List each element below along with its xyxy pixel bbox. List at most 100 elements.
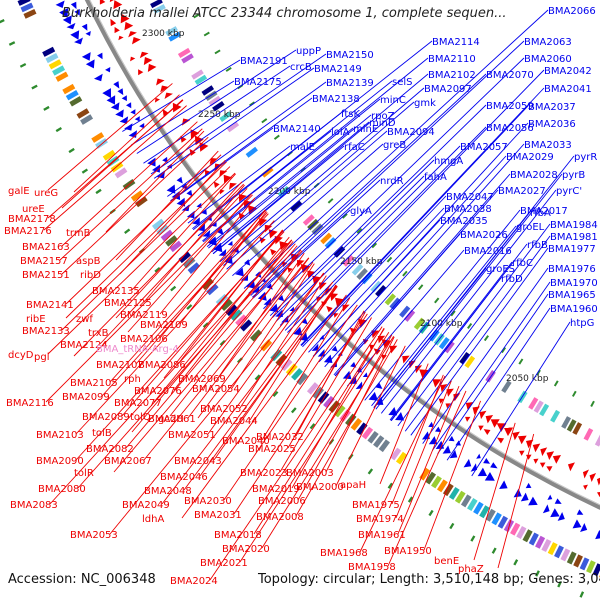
reverse-gene-arrow [270,248,277,256]
forward-gene-arrow [528,496,538,506]
reverse-gene-label: BMA2157 [20,256,68,267]
forward-label-connector [333,173,511,376]
forward-gene-label: greB [383,140,406,151]
reverse-gene-arrow [446,388,454,397]
reverse-gene-label: dcyD [8,350,34,361]
forward-label-connector [212,145,345,255]
category-block-outer [473,501,484,515]
forward-gene-arrow [85,59,95,69]
reverse-gene-arrow [113,0,123,10]
reverse-label-connector [131,173,236,291]
reverse-label-connector [45,194,253,403]
category-block-outer [554,545,564,559]
reverse-label-connector [161,281,334,505]
scale-tick-mark [491,547,497,554]
reverse-gene-label: BMA2030 [184,496,232,507]
scale-tick-mark [249,101,256,107]
reverse-gene-arrow [525,454,532,460]
forward-gene-arrow [550,508,560,518]
reverse-label-connector [199,286,338,477]
forward-gene-arrow [147,157,156,167]
forward-label-connector [346,249,465,387]
scale-tick-mark [186,304,193,310]
reverse-label-connector [47,83,173,191]
category-block-outer [361,426,374,440]
reverse-gene-arrow [223,174,233,184]
scale-tick-mark [55,127,62,133]
reverse-label-connector [253,328,385,535]
forward-gene-label: BMA2138 [312,94,360,105]
scale-tick-mark [571,390,577,397]
reverse-gene-label: BMA1961 [358,530,406,541]
category-block-inner [501,380,512,394]
scale-tick-mark [219,339,226,346]
scale-tick-mark [341,213,348,219]
reverse-label-connector [473,422,516,561]
forward-gene-arrow [74,37,83,45]
category-block-inner [219,111,232,122]
category-block-outer [95,138,108,149]
forward-label-connector [252,209,351,299]
category-block-inner [324,237,337,249]
forward-gene-arrow [554,498,562,504]
reverse-label-connector [59,128,203,261]
forward-gene-arrow [97,52,103,60]
reverse-gene-label: BMA2080 [38,484,86,495]
scale-tick-mark [19,62,27,68]
scale-tick-mark [387,482,393,489]
forward-gene-label: BMA2191 [240,56,288,67]
scale-tick-mark [553,380,559,387]
forward-gene-arrow [311,343,319,352]
reverse-gene-label: BMA2089 [82,412,130,423]
category-block-outer [425,471,437,485]
category-block-inner [572,422,583,435]
reverse-label-connector [75,231,285,461]
category-block-outer [485,508,496,522]
category-block-inner [150,0,163,9]
reverse-gene-label: pgl [34,352,49,363]
category-block-inner [443,340,455,354]
category-block-outer [586,560,596,574]
forward-label-connector [380,189,557,414]
reverse-gene-arrow [512,431,520,441]
reverse-gene-label: BMA2106 [120,334,168,345]
reverse-gene-arrow [114,26,120,34]
category-block-outer [240,319,253,332]
forward-gene-arrow [93,73,103,82]
category-block-outer [334,404,346,418]
category-block-outer [510,522,521,536]
reverse-gene-label: BMA2006 [258,496,306,507]
category-block-inner [561,416,572,429]
reverse-label-connector [99,188,248,345]
scale-tick-mark [309,423,316,430]
reverse-gene-label: trmB [66,228,91,239]
reverse-gene-label: BMA2135 [92,286,140,297]
forward-gene-arrow [448,435,455,442]
scale-tick-label: 2200 kbp [268,187,311,197]
forward-gene-label: BMA2140 [273,124,321,135]
scale-tick-mark [193,13,200,19]
reverse-gene-arrow [164,92,173,100]
forward-gene-arrow [470,463,478,472]
reverse-gene-label: BMA2067 [104,456,152,467]
category-block-outer [235,314,248,327]
scale-tick-mark [557,581,562,588]
category-block-outer [390,447,402,461]
category-block-outer [522,529,533,543]
reverse-label-connector [183,284,337,491]
forward-gene-arrow [202,230,211,237]
reverse-label-connector [295,339,398,517]
reverse-gene-label: BMA2019 [252,484,300,495]
scale-tick-mark [513,559,519,566]
reverse-gene-label: BMA2031 [194,510,242,521]
reverse-gene-label: BMA1974 [356,514,404,525]
reverse-gene-arrow [540,447,548,457]
category-block-inner [165,26,178,37]
reverse-label-connector [181,294,347,519]
forward-gene-label: BMA1976 [548,264,596,275]
forward-label-connector [334,233,461,377]
genome-backbone-highlight [89,0,600,506]
forward-gene-label: malE [290,142,315,153]
rna-gene-label: BMA_tRNA-Arg-4 [96,344,179,355]
category-block-outer [250,329,263,342]
